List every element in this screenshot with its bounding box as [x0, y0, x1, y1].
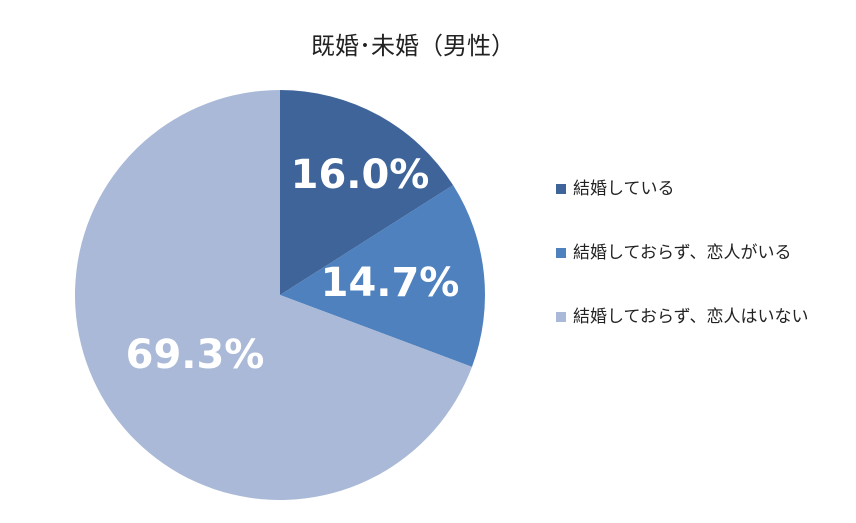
pie-labels: 16.0% 14.7% 69.3% [126, 152, 460, 378]
legend: 結婚している 結婚しておらず、恋人がいる 結婚しておらず、恋人はいない [556, 178, 808, 370]
legend-item-unmarried-partner: 結婚しておらず、恋人がいる [556, 242, 808, 306]
pie-slices [74, 90, 485, 500]
slice-unmarried-no-partner [74, 90, 472, 500]
slice-value-label: 14.7% [321, 260, 460, 306]
legend-swatch [556, 184, 566, 194]
legend-label: 結婚しておらず、恋人はいない [573, 307, 809, 327]
chart-title: 既婚･未婚（男性） [311, 32, 515, 60]
legend-item-unmarried-no-partner: 結婚しておらず、恋人はいない [556, 306, 808, 370]
legend-label: 結婚しておらず、恋人がいる [573, 243, 792, 263]
slice-value-label: 16.0% [291, 152, 430, 198]
slice-unmarried-partner [280, 185, 485, 367]
slice-value-label: 69.3% [126, 332, 265, 378]
legend-swatch [556, 248, 566, 258]
legend-label: 結婚している [573, 179, 675, 199]
legend-swatch [556, 312, 566, 322]
legend-item-married: 結婚している [556, 178, 808, 242]
slice-married [280, 90, 454, 295]
